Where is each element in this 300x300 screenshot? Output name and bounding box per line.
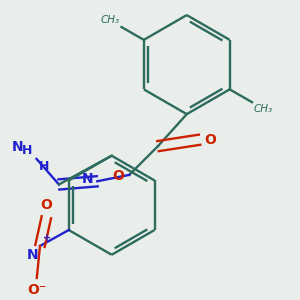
- Text: O: O: [40, 198, 52, 212]
- Text: O: O: [112, 169, 124, 183]
- Text: O⁻: O⁻: [27, 283, 46, 297]
- Text: +: +: [43, 233, 51, 243]
- Text: O: O: [204, 133, 216, 147]
- Text: N: N: [82, 172, 93, 186]
- Text: H: H: [22, 144, 33, 157]
- Text: CH₃: CH₃: [254, 104, 273, 114]
- Text: H: H: [39, 160, 50, 173]
- Text: N: N: [12, 140, 24, 154]
- Text: N: N: [27, 248, 38, 262]
- Text: CH₃: CH₃: [101, 16, 120, 26]
